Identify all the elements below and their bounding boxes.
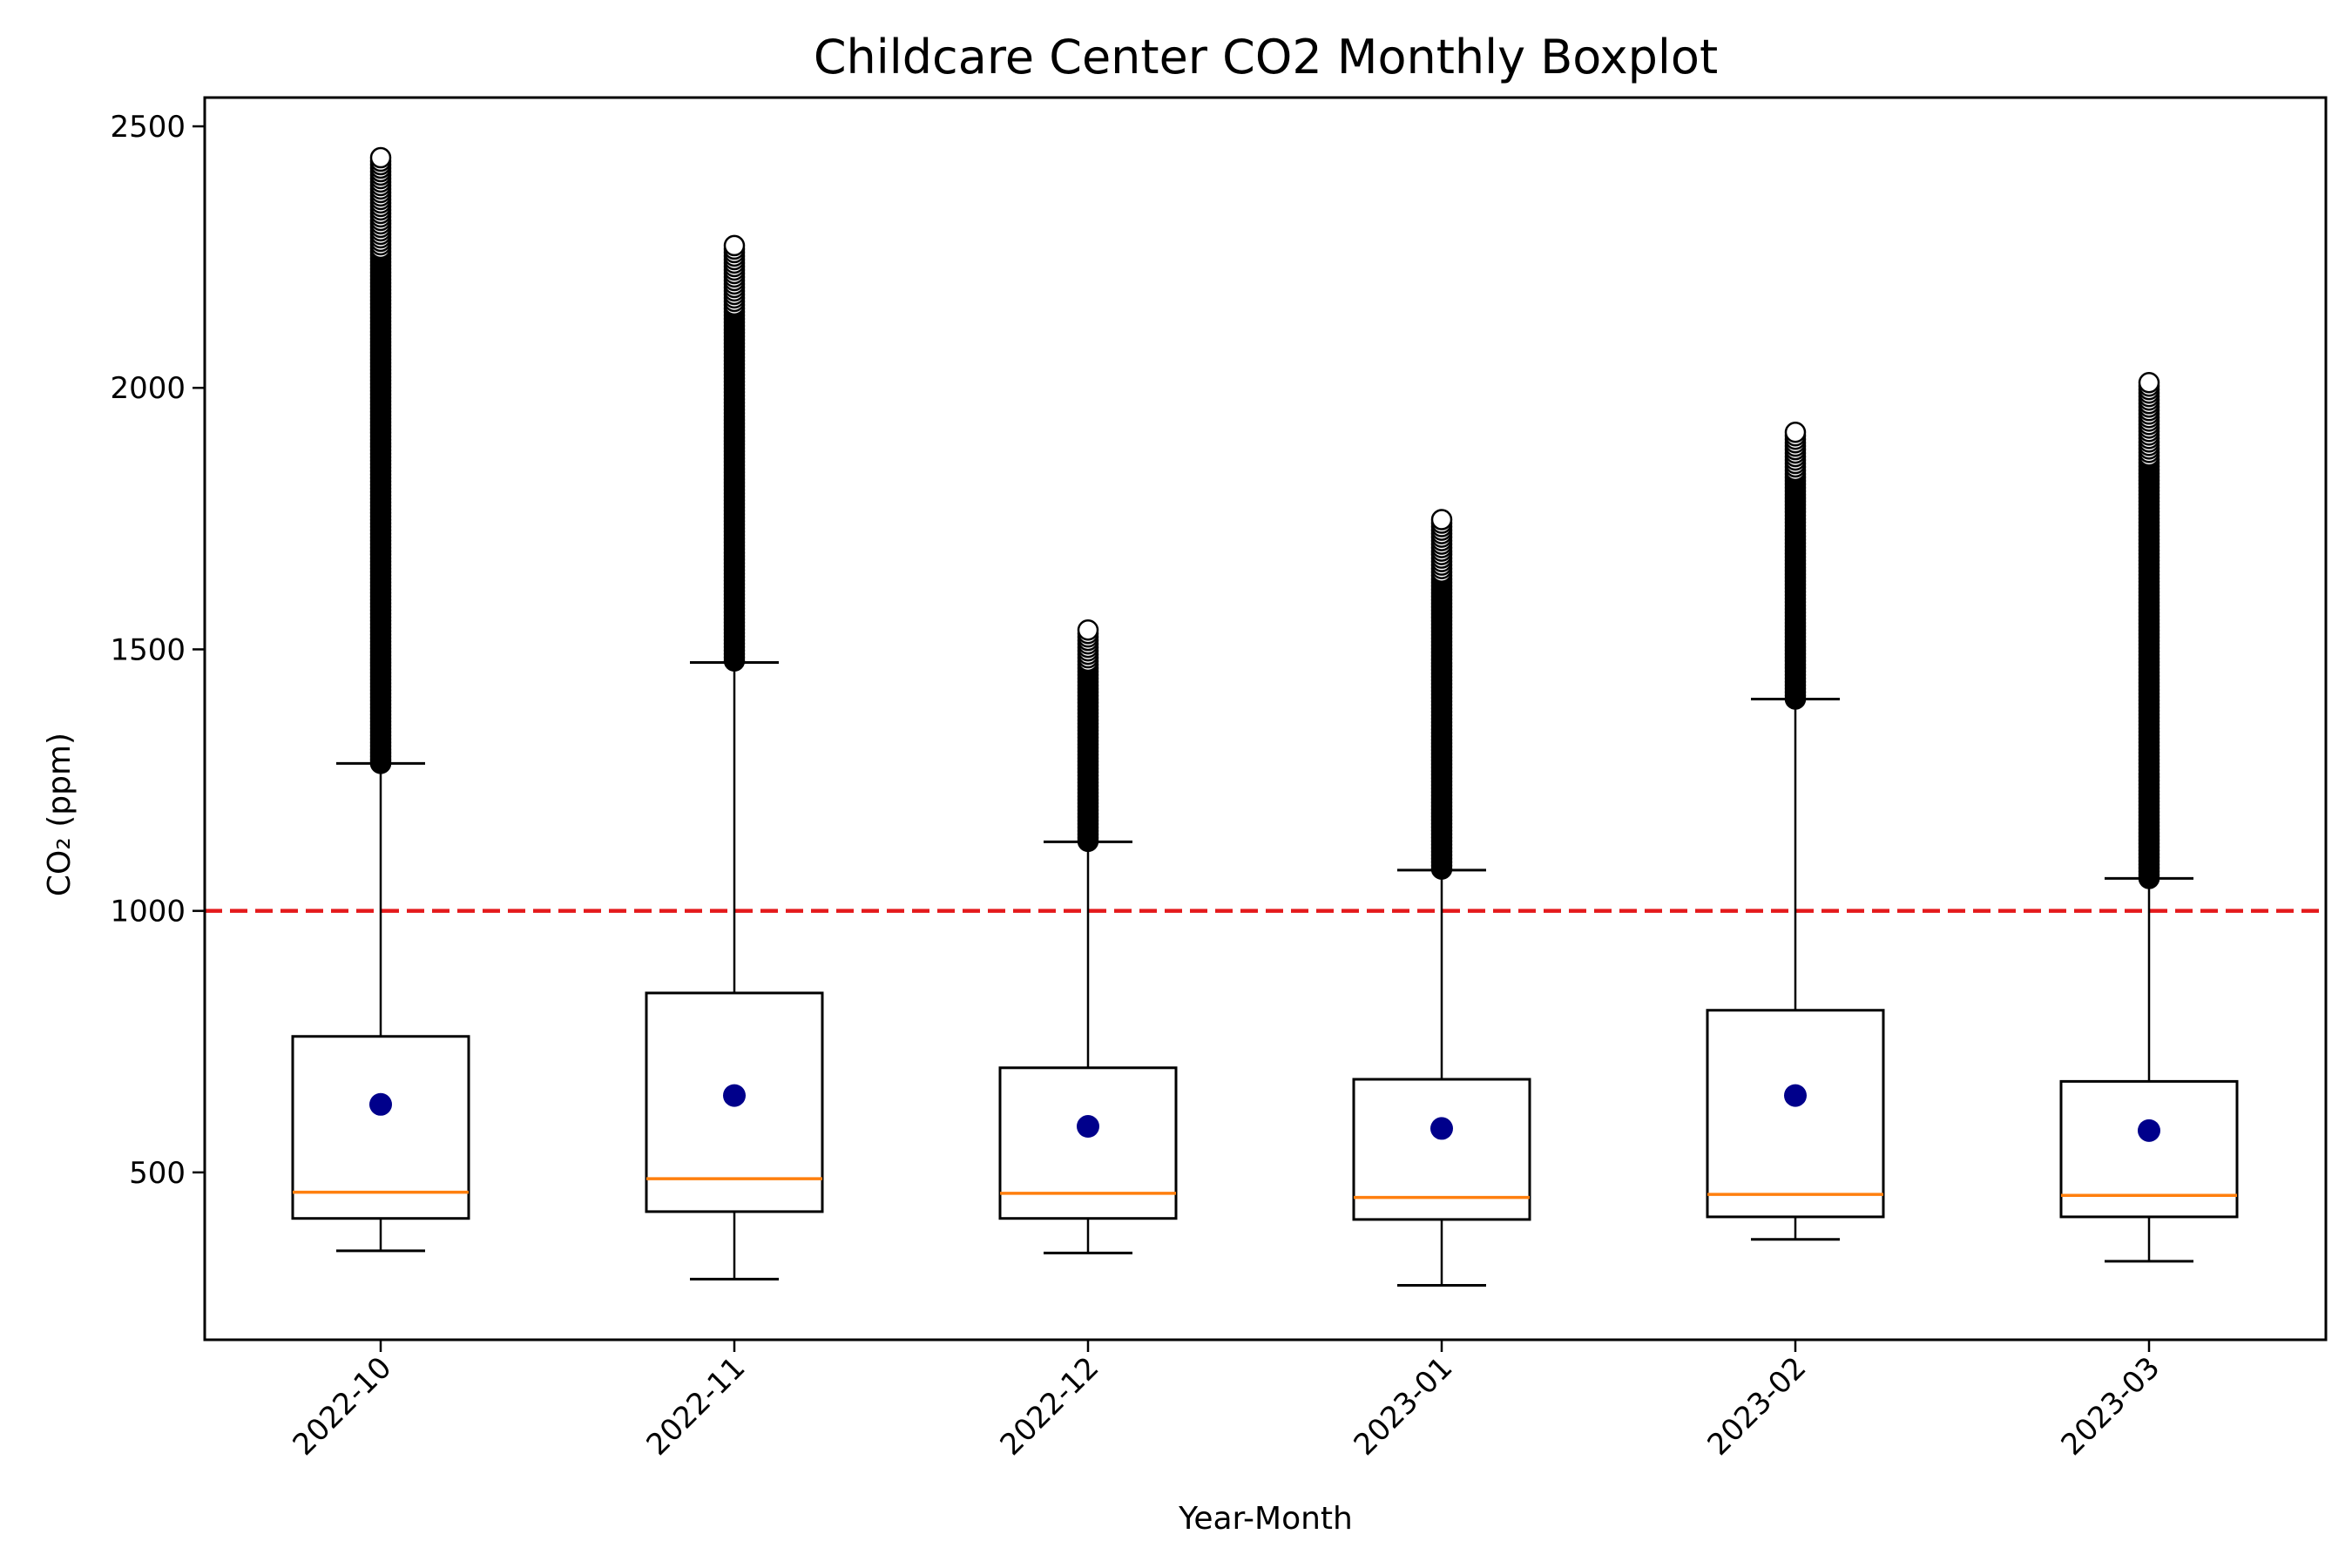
y-tick-label: 1500 — [110, 632, 186, 667]
outlier-point — [1430, 509, 1453, 531]
box-iqr — [2059, 1079, 2239, 1219]
box-iqr — [1706, 1009, 1885, 1219]
plot-area: 2022-10 2022-11 2022-12 2023-01 2023-02 2023-… — [110, 96, 2328, 1463]
outlier-point — [1784, 422, 1807, 443]
x-tick-label: 2023-01 — [1348, 1350, 1460, 1463]
mean-marker — [2138, 1119, 2160, 1142]
x-axis-label: Year-Month — [1178, 1501, 1353, 1537]
mean-marker — [369, 1092, 392, 1116]
outlier-point — [2138, 371, 2160, 394]
box-iqr — [1352, 1078, 1531, 1221]
box-iqr — [998, 1066, 1178, 1220]
outlier-point — [1077, 618, 1099, 641]
box-iqr — [291, 1035, 470, 1220]
y-tick-label: 2000 — [110, 371, 186, 406]
x-tick-label: 2022-11 — [640, 1350, 753, 1463]
mean-marker — [723, 1084, 746, 1107]
y-tick-label: 500 — [129, 1156, 186, 1191]
x-tick-label: 2023-03 — [2055, 1350, 2167, 1463]
outlier-point — [723, 234, 746, 257]
y-axis-label: CO₂ (ppm) — [42, 733, 78, 896]
mean-marker — [1077, 1115, 1099, 1139]
x-tick-label: 2022-12 — [994, 1350, 1106, 1463]
x-tick-label: 2023-02 — [1701, 1350, 1814, 1463]
x-tick-label: 2022-10 — [287, 1350, 399, 1463]
y-tick-label: 2500 — [110, 110, 186, 145]
y-tick-label: 1000 — [110, 895, 186, 929]
box-iqr — [645, 991, 824, 1213]
mean-marker — [1784, 1084, 1807, 1107]
chart-title: Childcare Center CO2 Monthly Boxplot — [814, 30, 1718, 84]
mean-marker — [1430, 1117, 1453, 1140]
plot-frame — [203, 96, 2328, 1342]
outlier-point — [369, 146, 392, 169]
